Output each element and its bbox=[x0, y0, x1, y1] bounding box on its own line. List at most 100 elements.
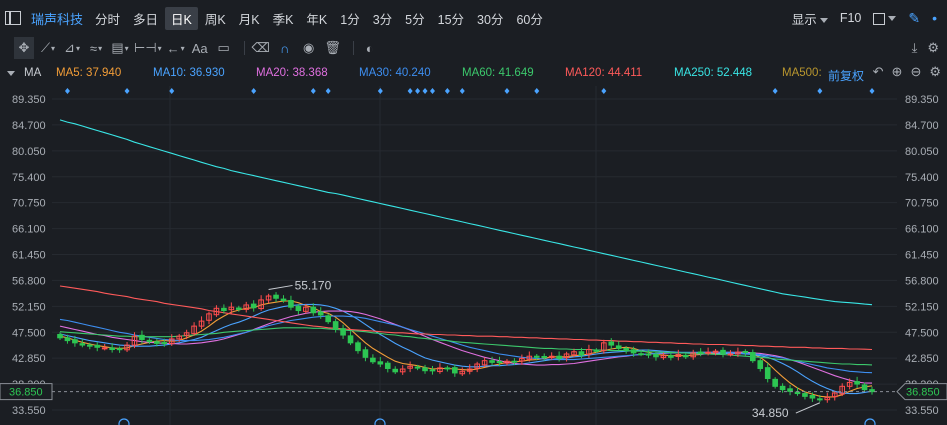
candle-body bbox=[548, 355, 555, 359]
crosshair-move-icon[interactable]: ✥ bbox=[14, 37, 34, 59]
magnet-icon[interactable]: ∩ bbox=[280, 40, 290, 56]
candle-body bbox=[429, 369, 436, 372]
tab-quarterly-k[interactable]: 季K bbox=[272, 12, 294, 27]
ray-tool-icon[interactable]: ⊿ ▾ bbox=[64, 40, 80, 55]
undo-icon[interactable]: ↶ bbox=[872, 64, 884, 79]
info-marker-icon bbox=[374, 418, 386, 425]
ma30-legend: MA30: 40.240 bbox=[359, 67, 431, 79]
remove-icon[interactable]: ⊖ bbox=[910, 64, 922, 79]
display-dropdown[interactable]: 显示 bbox=[792, 9, 828, 28]
candle-body bbox=[303, 306, 309, 312]
ma60-value: 41.649 bbox=[498, 67, 534, 79]
toolbar-divider bbox=[352, 41, 354, 55]
candle-body bbox=[57, 333, 63, 339]
tab-multi-day[interactable]: 多日 bbox=[133, 12, 159, 27]
draw-pen-icon[interactable]: ✎ bbox=[908, 9, 921, 26]
tab-1min[interactable]: 1分 bbox=[340, 12, 360, 27]
tab-15min[interactable]: 15分 bbox=[437, 12, 465, 27]
kline-chart[interactable]: 89.350 89.350 84.700 84.700 80.050 80.050 75.4… bbox=[0, 86, 947, 425]
f10-button[interactable]: F10 bbox=[839, 11, 862, 25]
adjust-mode[interactable]: 前复权 bbox=[828, 69, 865, 83]
candle-body bbox=[623, 347, 629, 352]
download-icon[interactable]: ⤓ bbox=[911, 40, 918, 55]
candle-body bbox=[749, 352, 756, 362]
kline-chart-area[interactable]: 89.350 89.350 84.700 84.700 80.050 80.050 75.4… bbox=[0, 86, 947, 425]
tab-yearly-k[interactable]: 年K bbox=[306, 12, 328, 27]
candle-body bbox=[355, 342, 361, 352]
ma250-value: 52.448 bbox=[716, 67, 753, 79]
wave-tool-icon[interactable]: ≈ ▾ bbox=[89, 40, 103, 56]
tab-weekly-k[interactable]: 周K bbox=[204, 12, 226, 27]
candle-body bbox=[571, 351, 577, 356]
candle-body bbox=[377, 361, 384, 365]
y-tick-label-left: 56.800 bbox=[12, 275, 46, 287]
candle-body bbox=[146, 339, 153, 343]
y-tick-label-left: 66.100 bbox=[12, 224, 46, 236]
period-toolbar: 瑞声科技 分时 多日 日K 周K 月K 季K 年K 1分 3分 5分 15分 3… bbox=[0, 0, 947, 36]
toggle-icon[interactable]: ◐ bbox=[365, 40, 374, 56]
settings-icon[interactable]: ⚙ bbox=[927, 40, 939, 55]
candle-body bbox=[519, 357, 525, 362]
more-icon[interactable]: • bbox=[932, 10, 937, 26]
candle-body bbox=[690, 352, 697, 358]
ma5-value: 37.940 bbox=[86, 67, 122, 79]
text-tool[interactable]: Aa bbox=[191, 40, 208, 56]
candle-body bbox=[198, 320, 205, 327]
candle-body bbox=[399, 368, 406, 373]
candle-body bbox=[466, 368, 473, 372]
gear-icon[interactable]: ⚙ bbox=[929, 64, 941, 79]
candle-body bbox=[541, 355, 548, 358]
candle-body bbox=[94, 344, 101, 348]
trash-icon[interactable]: 🗑 bbox=[324, 40, 341, 55]
high-annotation-leader bbox=[268, 284, 293, 290]
y-tick-label-left: 33.550 bbox=[12, 405, 46, 417]
tab-monthly-k[interactable]: 月K bbox=[238, 12, 260, 27]
candle-body bbox=[161, 342, 168, 345]
ma30-value: 40.240 bbox=[395, 67, 431, 79]
candle-body bbox=[325, 315, 331, 323]
stock-name[interactable]: 瑞声科技 bbox=[31, 11, 84, 27]
tab-daily-k[interactable]: 日K bbox=[165, 6, 198, 30]
ma120-value: 44.411 bbox=[607, 67, 643, 79]
current-price-label-right: 36.850 bbox=[906, 387, 940, 399]
event-marker-icon bbox=[407, 88, 413, 94]
overlay-dropdown[interactable] bbox=[873, 11, 897, 25]
y-tick-label-right: 70.750 bbox=[905, 198, 939, 210]
tab-3min[interactable]: 3分 bbox=[372, 12, 393, 27]
tab-5min[interactable]: 5分 bbox=[405, 12, 425, 27]
sidebar-toggle-icon[interactable] bbox=[5, 11, 21, 25]
line-tool-icon[interactable]: ⟋ ▾ bbox=[40, 40, 56, 55]
add-icon[interactable]: ⊕ bbox=[891, 64, 903, 79]
candle-body bbox=[154, 341, 160, 344]
candle-body bbox=[563, 353, 570, 359]
collapse-chevron-icon[interactable] bbox=[7, 70, 15, 76]
eraser-icon[interactable]: ⌫ bbox=[251, 40, 270, 55]
y-tick-label-left: 42.850 bbox=[12, 353, 46, 365]
candle-body bbox=[615, 345, 622, 349]
arrow-tool-icon[interactable]: ← ▾ bbox=[166, 40, 185, 56]
candle-body bbox=[72, 339, 78, 344]
candle-body bbox=[243, 304, 250, 310]
candle-body bbox=[809, 395, 816, 399]
ma60-name: MA60 bbox=[462, 67, 493, 79]
fibonacci-tool-icon[interactable]: ▤ ▾ bbox=[111, 40, 129, 55]
candle-body bbox=[228, 306, 235, 311]
tab-60min[interactable]: 60分 bbox=[516, 12, 543, 27]
info-marker-icon bbox=[118, 418, 130, 425]
candle-body bbox=[317, 311, 324, 316]
tab-30min[interactable]: 30分 bbox=[477, 12, 504, 27]
candle-body bbox=[705, 351, 711, 354]
measure-tool-icon[interactable]: ⊢⊣ ▾ bbox=[134, 40, 162, 55]
square-icon bbox=[873, 12, 886, 25]
ma30-name: MA30 bbox=[359, 67, 390, 79]
eye-icon[interactable]: ◉ bbox=[303, 40, 315, 55]
ma-label[interactable]: MA bbox=[24, 67, 42, 79]
candle-body bbox=[280, 298, 287, 301]
event-marker-icon bbox=[444, 88, 450, 94]
candle-body bbox=[496, 361, 503, 364]
candle-body bbox=[794, 391, 801, 395]
candle-body bbox=[601, 342, 607, 352]
ma-legend: MA MA5: 37.940 MA10: 36.930 MA20: 38.368… bbox=[0, 62, 947, 84]
tab-intraday[interactable]: 分时 bbox=[95, 12, 121, 27]
comment-icon[interactable]: ▭ bbox=[217, 40, 230, 55]
